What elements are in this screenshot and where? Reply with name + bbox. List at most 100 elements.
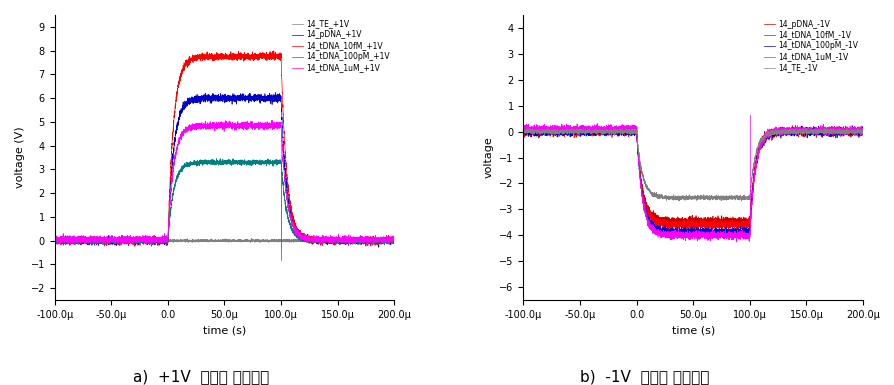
- 14_tDNA_1uM_-1V: [591, 121, 602, 126]
- 14_tDNA_10fM_+1V: [179, 66, 190, 71]
- Text: b)  -1V  폄르스 측정결과: b) -1V 폄르스 측정결과: [579, 369, 708, 384]
- 14_pDNA_+1V: [49, 239, 60, 244]
- 14_tDNA_1uM_+1V: [49, 237, 60, 241]
- 14_tDNA_10fM_-1V: [518, 133, 528, 137]
- 14_pDNA_-1V: [579, 130, 590, 135]
- Legend: 14_TE_+1V, 14_pDNA_+1V, 14_tDNA_10fM_+1V, 14_tDNA_100pM_+1V, 14_tDNA_1uM_+1V: 14_TE_+1V, 14_pDNA_+1V, 14_tDNA_10fM_+1V…: [288, 17, 392, 75]
- 14_TE_+1V: [328, 238, 339, 242]
- 14_TE_-1V: [721, 196, 731, 201]
- 14_pDNA_-1V: [692, 224, 703, 228]
- 14_tDNA_1uM_-1V: [579, 125, 590, 129]
- 14_tDNA_10fM_-1V: [738, 220, 749, 225]
- 14_tDNA_1uM_+1V: [253, 123, 264, 128]
- Y-axis label: voltage: voltage: [483, 137, 493, 178]
- 14_TE_+1V: [270, 238, 281, 243]
- 14_tDNA_10fM_-1V: [579, 132, 590, 137]
- 14_tDNA_100pM_+1V: [389, 240, 400, 245]
- Line: 14_pDNA_+1V: 14_pDNA_+1V: [55, 92, 394, 247]
- 14_tDNA_1uM_-1V: [721, 234, 731, 238]
- Legend: 14_pDNA_-1V, 14_tDNA_10fM_-1V, 14_tDNA_100pM_-1V, 14_tDNA_1uM_-1V, 14_TE_-1V: 14_pDNA_-1V, 14_tDNA_10fM_-1V, 14_tDNA_1…: [760, 17, 861, 75]
- 14_tDNA_10fM_-1V: [771, 130, 781, 135]
- Line: 14_tDNA_10fM_-1V: 14_tDNA_10fM_-1V: [523, 126, 862, 233]
- 14_tDNA_1uM_-1V: [771, 133, 781, 137]
- 14_tDNA_1uM_-1V: [730, 239, 741, 244]
- Line: 14_tDNA_10fM_+1V: 14_tDNA_10fM_+1V: [55, 51, 394, 246]
- 14_TE_-1V: [579, 128, 590, 133]
- 14_tDNA_100pM_-1V: [518, 128, 528, 132]
- 14_tDNA_10fM_-1V: [856, 131, 867, 135]
- 14_pDNA_+1V: [302, 238, 313, 242]
- 14_pDNA_-1V: [789, 123, 800, 128]
- 14_tDNA_1uM_+1V: [266, 118, 276, 123]
- 14_pDNA_-1V: [797, 131, 807, 135]
- 14_tDNA_100pM_-1V: [846, 123, 856, 128]
- 14_TE_-1V: [797, 129, 807, 133]
- 14_tDNA_10fM_+1V: [111, 239, 122, 244]
- 14_tDNA_10fM_-1V: [797, 129, 807, 134]
- 14_pDNA_-1V: [738, 217, 749, 221]
- 14_tDNA_10fM_-1V: [690, 231, 701, 235]
- 14_tDNA_100pM_-1V: [721, 228, 731, 232]
- 14_TE_+1V: [302, 239, 313, 244]
- 14_tDNA_10fM_-1V: [721, 224, 732, 228]
- 14_tDNA_100pM_-1V: [647, 223, 658, 228]
- Line: 14_TE_-1V: 14_TE_-1V: [523, 129, 862, 201]
- 14_tDNA_100pM_+1V: [49, 239, 60, 243]
- 14_pDNA_+1V: [270, 99, 281, 104]
- 14_pDNA_+1V: [373, 245, 384, 249]
- 14_TE_-1V: [856, 128, 867, 132]
- 14_pDNA_+1V: [389, 237, 400, 242]
- Y-axis label: voltage (V): voltage (V): [15, 127, 25, 188]
- 14_TE_+1V: [246, 236, 257, 241]
- 14_tDNA_10fM_+1V: [253, 56, 264, 61]
- 14_TE_+1V: [179, 237, 190, 242]
- Line: 14_TE_+1V: 14_TE_+1V: [55, 238, 394, 243]
- 14_tDNA_10fM_+1V: [302, 234, 313, 239]
- 14_tDNA_100pM_-1V: [579, 131, 590, 135]
- 14_pDNA_+1V: [270, 90, 281, 95]
- 14_TE_+1V: [253, 239, 264, 244]
- 14_tDNA_10fM_+1V: [328, 239, 339, 243]
- 14_tDNA_10fM_+1V: [389, 239, 400, 243]
- 14_pDNA_-1V: [771, 132, 781, 137]
- 14_tDNA_1uM_-1V: [856, 130, 867, 134]
- 14_tDNA_100pM_-1V: [856, 129, 867, 133]
- 14_tDNA_100pM_+1V: [253, 159, 264, 163]
- 14_pDNA_+1V: [111, 236, 122, 240]
- 14_tDNA_1uM_+1V: [362, 243, 373, 248]
- 14_TE_-1V: [647, 191, 658, 196]
- 14_TE_-1V: [518, 128, 528, 133]
- X-axis label: time (s): time (s): [670, 325, 714, 335]
- 14_pDNA_-1V: [856, 130, 867, 134]
- 14_tDNA_10fM_-1V: [647, 217, 658, 222]
- 14_TE_+1V: [49, 238, 60, 243]
- 14_tDNA_1uM_-1V: [647, 223, 658, 227]
- 14_tDNA_10fM_+1V: [49, 239, 60, 244]
- 14_TE_+1V: [67, 240, 78, 245]
- Text: a)  +1V  폄르스 측정결과: a) +1V 폄르스 측정결과: [133, 369, 269, 384]
- 14_tDNA_100pM_-1V: [738, 228, 749, 232]
- 14_TE_-1V: [818, 126, 829, 131]
- 14_tDNA_10fM_+1V: [270, 55, 281, 60]
- 14_tDNA_1uM_+1V: [302, 238, 313, 242]
- 14_TE_-1V: [771, 128, 781, 133]
- 14_pDNA_+1V: [328, 238, 339, 242]
- 14_pDNA_+1V: [253, 93, 264, 98]
- 14_pDNA_-1V: [721, 218, 731, 223]
- Line: 14_tDNA_1uM_+1V: 14_tDNA_1uM_+1V: [55, 121, 394, 245]
- 14_pDNA_+1V: [179, 107, 190, 112]
- 14_tDNA_1uM_-1V: [738, 235, 749, 239]
- Line: 14_tDNA_100pM_+1V: 14_tDNA_100pM_+1V: [55, 159, 394, 245]
- 14_tDNA_100pM_+1V: [328, 237, 339, 242]
- 14_tDNA_1uM_-1V: [797, 129, 807, 134]
- 14_tDNA_1uM_+1V: [389, 237, 400, 242]
- 14_tDNA_100pM_+1V: [111, 237, 122, 241]
- 14_tDNA_100pM_+1V: [215, 156, 225, 161]
- Line: 14_pDNA_-1V: 14_pDNA_-1V: [523, 126, 862, 226]
- 14_tDNA_100pM_+1V: [302, 239, 313, 243]
- 14_tDNA_1uM_-1V: [518, 127, 528, 132]
- 14_tDNA_100pM_-1V: [688, 235, 699, 239]
- 14_tDNA_10fM_+1V: [268, 49, 279, 53]
- Line: 14_tDNA_1uM_-1V: 14_tDNA_1uM_-1V: [523, 124, 862, 242]
- 14_pDNA_-1V: [518, 129, 528, 134]
